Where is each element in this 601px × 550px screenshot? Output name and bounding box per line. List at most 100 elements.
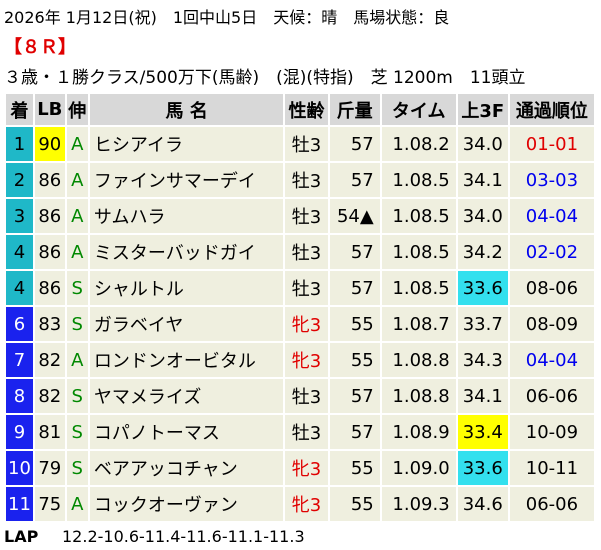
result-row: 7 82 A ロンドンオービタル 牝3 55 1.08.8 34.3 04-04 xyxy=(4,341,597,379)
result-row: 11 75 A コックオーヴァン 牝3 55 1.09.3 34.6 06-06 xyxy=(4,485,597,523)
lap-label: LAP xyxy=(4,527,39,546)
last-3f: 34.2 xyxy=(455,233,510,271)
sex-age: 牝3 xyxy=(283,341,330,379)
last-3f: 34.0 xyxy=(455,197,510,235)
result-row: 8 82 S ヤマメライズ 牡3 57 1.08.8 34.1 06-06 xyxy=(4,377,597,415)
passing-order: 08-09 xyxy=(507,305,597,343)
weight: 55 xyxy=(327,341,382,379)
stretch: S xyxy=(64,449,90,487)
stretch: A xyxy=(64,197,90,235)
rank: 7 xyxy=(4,341,35,379)
last-3f: 33.6 xyxy=(455,269,510,307)
result-row: 2 86 A ファインサマーデイ 牡3 57 1.08.5 34.1 03-03 xyxy=(4,161,597,199)
result-row: 6 83 S ガラベイヤ 牝3 55 1.08.7 33.7 08-09 xyxy=(4,305,597,343)
sex-age: 牡3 xyxy=(283,233,330,271)
last-3f: 33.6 xyxy=(455,449,510,487)
weight: 54▲ xyxy=(327,197,382,235)
weight: 57 xyxy=(327,125,382,163)
passing-order: 04-04 xyxy=(507,341,597,379)
passing-order: 03-03 xyxy=(507,161,597,199)
rank: 4 xyxy=(4,233,35,271)
result-row: 10 79 S ベアアッコチャン 牝3 55 1.09.0 33.6 10-11 xyxy=(4,449,597,487)
lb: 82 xyxy=(32,377,67,415)
horse-name: ミスターバッドガイ xyxy=(87,233,286,271)
weight: 55 xyxy=(327,449,382,487)
horse-name: ベアアッコチャン xyxy=(87,449,286,487)
lb: 86 xyxy=(32,161,67,199)
weight: 57 xyxy=(327,413,382,451)
rank: 9 xyxy=(4,413,35,451)
stretch: A xyxy=(64,341,90,379)
column-header: 着 xyxy=(4,92,35,127)
rank: 6 xyxy=(4,305,35,343)
sex-age: 牝3 xyxy=(283,485,330,523)
last-3f: 34.6 xyxy=(455,485,510,523)
last-3f: 33.4 xyxy=(455,413,510,451)
column-header: 斤量 xyxy=(327,92,382,127)
weight: 57 xyxy=(327,233,382,271)
weight: 55 xyxy=(327,305,382,343)
time: 1.08.5 xyxy=(379,161,458,199)
stretch: A xyxy=(64,485,90,523)
last-3f: 34.0 xyxy=(455,125,510,163)
horse-name: ヤマメライズ xyxy=(87,377,286,415)
horse-name: コパノトーマス xyxy=(87,413,286,451)
rank: 11 xyxy=(4,485,35,523)
passing-order: 06-06 xyxy=(507,485,597,523)
column-header: 性齢 xyxy=(283,92,330,127)
time: 1.08.5 xyxy=(379,269,458,307)
lb: 75 xyxy=(32,485,67,523)
stretch: S xyxy=(64,269,90,307)
column-header: 馬 名 xyxy=(87,92,286,127)
last-3f: 33.7 xyxy=(455,305,510,343)
lb: 81 xyxy=(32,413,67,451)
weight: 57 xyxy=(327,161,382,199)
rank: 1 xyxy=(4,125,35,163)
horse-name: ガラベイヤ xyxy=(87,305,286,343)
weight: 57 xyxy=(327,377,382,415)
stretch: S xyxy=(64,377,90,415)
time: 1.08.5 xyxy=(379,197,458,235)
column-header: 上3F xyxy=(455,92,510,127)
result-row: 3 86 A サムハラ 牡3 54▲ 1.08.5 34.0 04-04 xyxy=(4,197,597,235)
sex-age: 牡3 xyxy=(283,413,330,451)
rank: 8 xyxy=(4,377,35,415)
lb: 90 xyxy=(32,125,67,163)
passing-order: 08-06 xyxy=(507,269,597,307)
passing-order: 02-02 xyxy=(507,233,597,271)
column-header: 伸 xyxy=(64,92,90,127)
time: 1.08.9 xyxy=(379,413,458,451)
rank: 4 xyxy=(4,269,35,307)
time: 1.08.7 xyxy=(379,305,458,343)
stretch: A xyxy=(64,125,90,163)
conditions: ３歳・１勝クラス/500万下(馬齢) (混)(特指) 芝 1200m 11頭立 xyxy=(4,68,526,88)
result-row: 4 86 S シャルトル 牡3 57 1.08.5 33.6 08-06 xyxy=(4,269,597,307)
horse-name: サムハラ xyxy=(87,197,286,235)
passing-order: 06-06 xyxy=(507,377,597,415)
time: 1.09.0 xyxy=(379,449,458,487)
rank: 10 xyxy=(4,449,35,487)
sex-age: 牡3 xyxy=(283,197,330,235)
sex-age: 牝3 xyxy=(283,449,330,487)
last-3f: 34.1 xyxy=(455,377,510,415)
passing-order: 10-09 xyxy=(507,413,597,451)
time: 1.08.8 xyxy=(379,377,458,415)
result-row: 4 86 A ミスターバッドガイ 牡3 57 1.08.5 34.2 02-02 xyxy=(4,233,597,271)
lb: 79 xyxy=(32,449,67,487)
weight: 57 xyxy=(327,269,382,307)
lb: 82 xyxy=(32,341,67,379)
passing-order: 01-01 xyxy=(507,125,597,163)
race-number: 【８Ｒ】 xyxy=(4,37,76,58)
lb: 86 xyxy=(32,269,67,307)
sex-age: 牡3 xyxy=(283,161,330,199)
results-table: 着 LB 伸馬 名性齢 斤量 タイム 上3F 通過順位 1 90 A ヒシアイラ 牡3 57 1.08.2… xyxy=(4,92,597,523)
weight: 55 xyxy=(327,485,382,523)
horse-name: コックオーヴァン xyxy=(87,485,286,523)
lb: 86 xyxy=(32,233,67,271)
time: 1.09.3 xyxy=(379,485,458,523)
horse-name: ファインサマーデイ xyxy=(87,161,286,199)
column-header: 通過順位 xyxy=(507,92,597,127)
column-header: タイム xyxy=(379,92,458,127)
horse-name: ロンドンオービタル xyxy=(87,341,286,379)
time: 1.08.8 xyxy=(379,341,458,379)
